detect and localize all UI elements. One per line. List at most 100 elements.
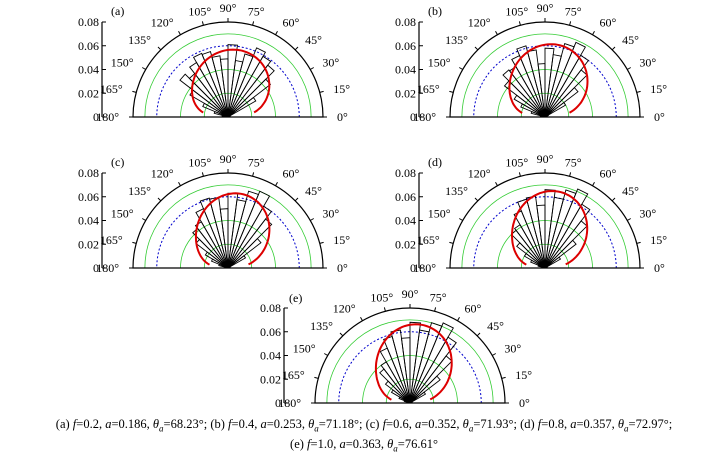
grid-ring bbox=[144, 33, 312, 118]
angle-label: 45° bbox=[622, 184, 639, 198]
caption-run: =72.97°; bbox=[628, 417, 673, 431]
caption-run: =0.186, bbox=[111, 417, 153, 431]
histogram-wedge bbox=[530, 110, 546, 118]
angle-tick bbox=[611, 197, 616, 202]
caption-run: θ bbox=[387, 437, 394, 451]
radial-tick-label: 0 bbox=[410, 110, 416, 124]
angle-label: 45° bbox=[622, 33, 639, 47]
angle-tick bbox=[319, 241, 324, 244]
caption-run: =0.4, bbox=[231, 417, 261, 431]
angle-tick bbox=[518, 21, 521, 26]
angle-label: 150° bbox=[428, 207, 451, 221]
histogram-wedge bbox=[225, 266, 229, 269]
angle-label: 60° bbox=[600, 167, 617, 181]
grid-ring bbox=[144, 184, 312, 269]
angle-tick bbox=[310, 67, 314, 70]
histogram-wedge bbox=[227, 78, 272, 118]
angle-tick bbox=[383, 307, 386, 312]
caption-run: =0.2, bbox=[76, 417, 106, 431]
angle-label: 30° bbox=[504, 342, 521, 356]
angle-tick bbox=[569, 172, 572, 177]
caption-run: =0.6, bbox=[386, 417, 415, 431]
caption-run: =0.8, bbox=[541, 417, 571, 431]
radial-tick-label: 0.06 bbox=[260, 325, 281, 339]
angle-tick bbox=[449, 241, 454, 244]
angle-tick bbox=[592, 31, 595, 35]
angle-label: 0° bbox=[654, 110, 665, 124]
angle-label: 90° bbox=[537, 152, 554, 166]
angle-label: 105° bbox=[505, 5, 528, 19]
dotted-ring bbox=[156, 45, 300, 118]
polar-panel-b: 0.08 0.06 0.04 0.02 0 0° 15° 30°45° 60° 75° 90° 105… bbox=[395, 1, 667, 124]
angle-label: 15° bbox=[515, 368, 532, 382]
angle-tick bbox=[319, 90, 324, 93]
angle-label: 105° bbox=[505, 156, 528, 170]
angle-label: 120° bbox=[468, 16, 491, 30]
figure-caption-line-2: (e) f=1.0, a=0.363, θa=76.61° bbox=[0, 436, 728, 457]
caption-run: θ bbox=[308, 417, 315, 431]
fitted-curve bbox=[511, 189, 589, 266]
angle-label: 45° bbox=[305, 184, 322, 198]
polar-panel-a: 0.08 0.06 0.04 0.02 0 0° 15° 30°45° 60° 75° 90° 105… bbox=[78, 1, 350, 124]
angle-label: 180° bbox=[413, 110, 436, 124]
angle-label: 180° bbox=[96, 110, 119, 124]
histogram-wedge bbox=[409, 329, 430, 404]
radial-tick-label: 0.04 bbox=[78, 63, 99, 77]
angle-tick bbox=[459, 67, 463, 70]
dotted-ring bbox=[156, 196, 300, 269]
angle-label: 60° bbox=[465, 302, 482, 316]
angle-label: 150° bbox=[111, 56, 134, 70]
radial-tick-label: 0.08 bbox=[395, 15, 416, 29]
histogram-wedge bbox=[542, 266, 546, 269]
angle-label: 180° bbox=[413, 261, 436, 275]
caption-run: (d) bbox=[520, 417, 538, 431]
angle-tick bbox=[294, 197, 299, 202]
angle-label: 90° bbox=[220, 152, 237, 166]
angle-label: 30° bbox=[322, 207, 339, 221]
angle-tick bbox=[142, 67, 146, 70]
angle-label: 165° bbox=[417, 82, 440, 96]
caption-run: =76.61° bbox=[397, 437, 438, 451]
outer-boundary bbox=[132, 21, 324, 118]
angle-label: 75° bbox=[248, 5, 265, 19]
angle-label: 105° bbox=[188, 5, 211, 19]
angle-label: 0° bbox=[337, 261, 348, 275]
angle-tick bbox=[157, 197, 162, 202]
caption-run: a bbox=[314, 423, 319, 434]
caption-run: a bbox=[414, 417, 422, 431]
angle-tick bbox=[501, 376, 506, 379]
angle-label: 135° bbox=[445, 33, 468, 47]
angle-label: 15° bbox=[650, 233, 667, 247]
angle-label: 165° bbox=[282, 368, 305, 382]
angle-tick bbox=[636, 90, 641, 93]
caption-run: =0.253, bbox=[266, 417, 309, 431]
angle-label: 60° bbox=[600, 16, 617, 30]
angle-label: 15° bbox=[333, 233, 350, 247]
histogram-wedge bbox=[227, 59, 244, 118]
panel-label: (a) bbox=[111, 4, 124, 18]
histogram-wedge bbox=[227, 199, 247, 269]
angle-tick bbox=[310, 218, 314, 221]
outer-boundary bbox=[132, 172, 324, 269]
angle-label: 0° bbox=[519, 396, 530, 410]
caption-run: a bbox=[624, 423, 629, 434]
caption-run: a bbox=[260, 417, 267, 431]
radial-tick-label: 0.06 bbox=[78, 190, 99, 204]
caption-run: f bbox=[228, 417, 232, 431]
angle-tick bbox=[275, 31, 278, 35]
panel-label: (d) bbox=[428, 155, 442, 169]
angle-tick bbox=[636, 241, 641, 244]
angle-label: 180° bbox=[278, 396, 301, 410]
figure-caption-line-1: (a) f=0.2, a=0.186, θa=68.23°; (b) f=0.4… bbox=[0, 416, 728, 437]
histogram-wedge bbox=[537, 264, 546, 269]
caption-run: a bbox=[393, 443, 398, 454]
angle-tick bbox=[495, 182, 498, 186]
panel-label: (c) bbox=[111, 155, 124, 169]
caption-run: a bbox=[570, 417, 577, 431]
fitted-curve bbox=[508, 43, 589, 114]
caption-run: (c) bbox=[365, 417, 383, 431]
radial-tick-label: 0.08 bbox=[260, 301, 281, 315]
angle-tick bbox=[178, 31, 181, 35]
angle-label: 135° bbox=[445, 184, 468, 198]
histogram-wedge bbox=[539, 115, 546, 118]
